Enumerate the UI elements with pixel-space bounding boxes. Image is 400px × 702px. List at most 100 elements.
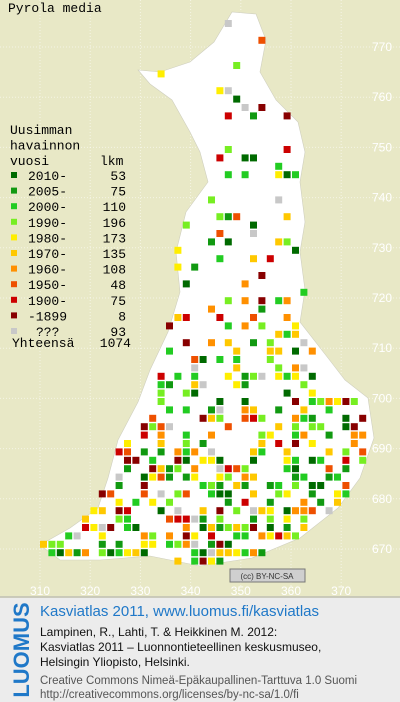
record-square — [292, 507, 299, 515]
record-square — [250, 414, 257, 422]
y-tick-label: 770 — [372, 40, 392, 54]
legend-count: 93 — [110, 325, 126, 340]
record-square — [233, 213, 241, 221]
record-square — [266, 532, 274, 540]
record-square — [300, 364, 308, 372]
record-square — [149, 473, 157, 481]
record-square — [283, 490, 291, 498]
record-square — [208, 305, 215, 313]
record-square — [216, 87, 224, 95]
record-square — [233, 524, 241, 531]
record-square — [140, 431, 148, 439]
record-square — [174, 557, 182, 565]
record-square — [292, 456, 299, 464]
record-square — [308, 372, 316, 380]
legend-label: 1970- — [28, 247, 67, 262]
record-square — [191, 364, 199, 372]
legend-total-label: Yhteensä — [12, 336, 75, 351]
record-square — [266, 431, 274, 439]
record-square — [73, 549, 81, 557]
record-square — [124, 465, 131, 473]
record-square — [266, 356, 274, 363]
record-square — [250, 524, 257, 531]
record-square — [166, 515, 173, 523]
record-square — [216, 507, 224, 515]
record-square — [124, 515, 131, 523]
legend-label: 1950- — [28, 278, 67, 293]
record-square — [182, 456, 190, 464]
record-square — [224, 549, 232, 557]
record-square — [73, 532, 81, 540]
record-square — [300, 515, 308, 523]
record-square — [191, 515, 199, 523]
record-square — [224, 20, 232, 27]
record-square — [300, 288, 308, 296]
record-square — [224, 524, 232, 531]
record-square — [40, 540, 47, 548]
record-square — [283, 146, 291, 153]
record-square — [216, 230, 224, 237]
record-square — [166, 347, 173, 355]
record-square — [241, 414, 249, 422]
record-square — [317, 423, 325, 431]
record-square — [216, 482, 224, 489]
record-square — [216, 314, 224, 321]
record-square — [140, 490, 148, 498]
record-square — [98, 540, 106, 548]
record-square — [275, 347, 283, 355]
record-square — [241, 297, 249, 305]
record-square — [283, 238, 291, 246]
record-square — [224, 540, 232, 548]
legend-count: 53 — [110, 169, 126, 184]
species-title: Pyrola media — [8, 1, 102, 16]
y-tick-label: 670 — [372, 542, 392, 556]
record-square — [65, 549, 73, 557]
record-square — [283, 532, 291, 540]
record-square — [241, 372, 249, 380]
record-square — [124, 524, 131, 531]
record-square — [140, 540, 148, 548]
record-square — [174, 490, 182, 498]
legend-swatch — [11, 218, 17, 225]
record-square — [275, 372, 283, 380]
record-square — [283, 372, 291, 380]
record-square — [208, 490, 215, 498]
record-square — [216, 465, 224, 473]
record-square — [182, 440, 190, 447]
record-square — [48, 549, 56, 557]
record-square — [325, 406, 333, 414]
y-tick-label: 740 — [372, 191, 392, 205]
legend-total: 1074 — [100, 336, 131, 351]
record-square — [140, 482, 148, 489]
record-square — [149, 414, 157, 422]
legend-label: 1900- — [28, 294, 67, 309]
record-square — [275, 364, 283, 372]
record-square — [174, 246, 182, 254]
record-square — [174, 507, 182, 515]
record-square — [216, 406, 224, 414]
record-square — [208, 339, 215, 347]
record-square — [292, 414, 299, 422]
record-square — [216, 540, 224, 548]
record-square — [124, 456, 131, 464]
legend-count: 48 — [110, 278, 126, 293]
record-square — [124, 448, 131, 456]
record-square — [149, 465, 157, 473]
record-square — [241, 171, 249, 179]
record-square — [250, 230, 257, 237]
record-square — [56, 549, 64, 557]
record-square — [283, 507, 291, 515]
legend-label: 2000- — [28, 200, 67, 215]
record-square — [258, 431, 266, 439]
record-square — [292, 473, 299, 481]
record-square — [199, 456, 207, 464]
record-square — [233, 465, 241, 473]
record-square — [199, 507, 207, 515]
record-square — [250, 406, 257, 414]
record-square — [275, 482, 283, 489]
record-square — [258, 448, 266, 456]
footer-background — [0, 598, 400, 702]
record-square — [292, 423, 299, 431]
